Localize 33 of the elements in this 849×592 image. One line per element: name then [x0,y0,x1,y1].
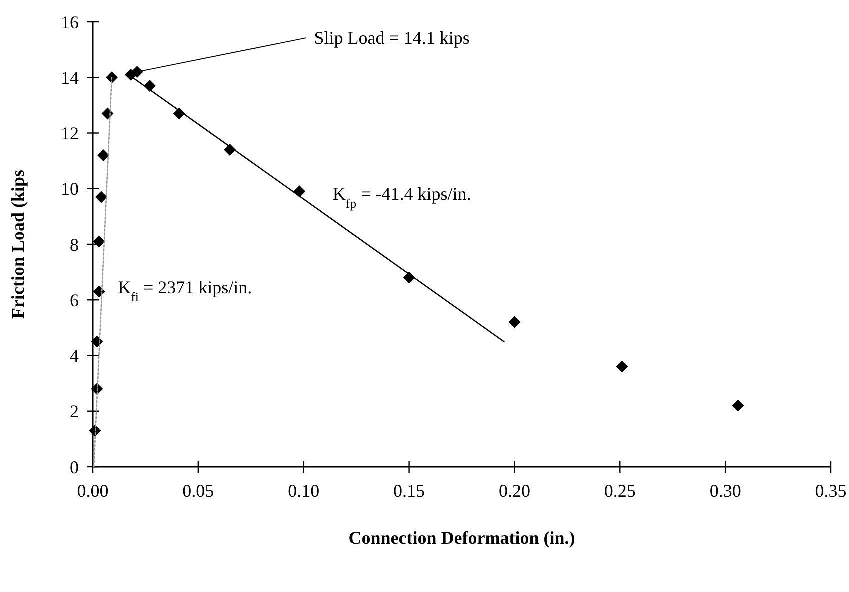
point [91,336,104,348]
point [732,400,744,412]
point [131,66,144,78]
point [508,316,521,328]
annotation: K$_{fp}$ = -41.4 kips/in. [332,184,472,210]
x-tick-label: 0.30 [710,481,742,501]
y-tick-label: 6 [70,290,79,310]
y-tick-label: 14 [61,68,79,88]
annotation: K$_{fi}$ = 2371 kips/in. [118,277,252,304]
point [95,191,108,204]
point [616,360,628,373]
point [93,286,106,298]
y-tick-label: 10 [61,179,79,200]
x-axis-title: Connection Deformation (in.) [348,528,576,548]
y-tick-label: 2 [70,402,79,422]
y-tick-label: 16 [61,12,79,32]
y-axis-title: Friction Load (kips [8,170,28,320]
x-tick-label: 0.25 [604,481,636,501]
x-tick-label: 0.35 [815,481,847,501]
x-tick-label: 0.10 [288,481,320,501]
y-tick-label: 4 [70,346,79,366]
point [102,108,114,120]
point [93,236,106,248]
y-tick-label: 12 [61,124,79,144]
x-tick-label: 0.15 [394,481,426,501]
point [106,72,118,84]
point [98,150,110,162]
x-tick-label: 0.00 [77,481,109,501]
x-tick-label: 0.20 [498,481,530,501]
y-tick-label: 8 [70,234,79,255]
annotation: Slip Load = 14.1 kips [314,28,470,48]
y-tick-label: 0 [70,457,79,478]
x-tick-label: 0.05 [182,481,214,501]
